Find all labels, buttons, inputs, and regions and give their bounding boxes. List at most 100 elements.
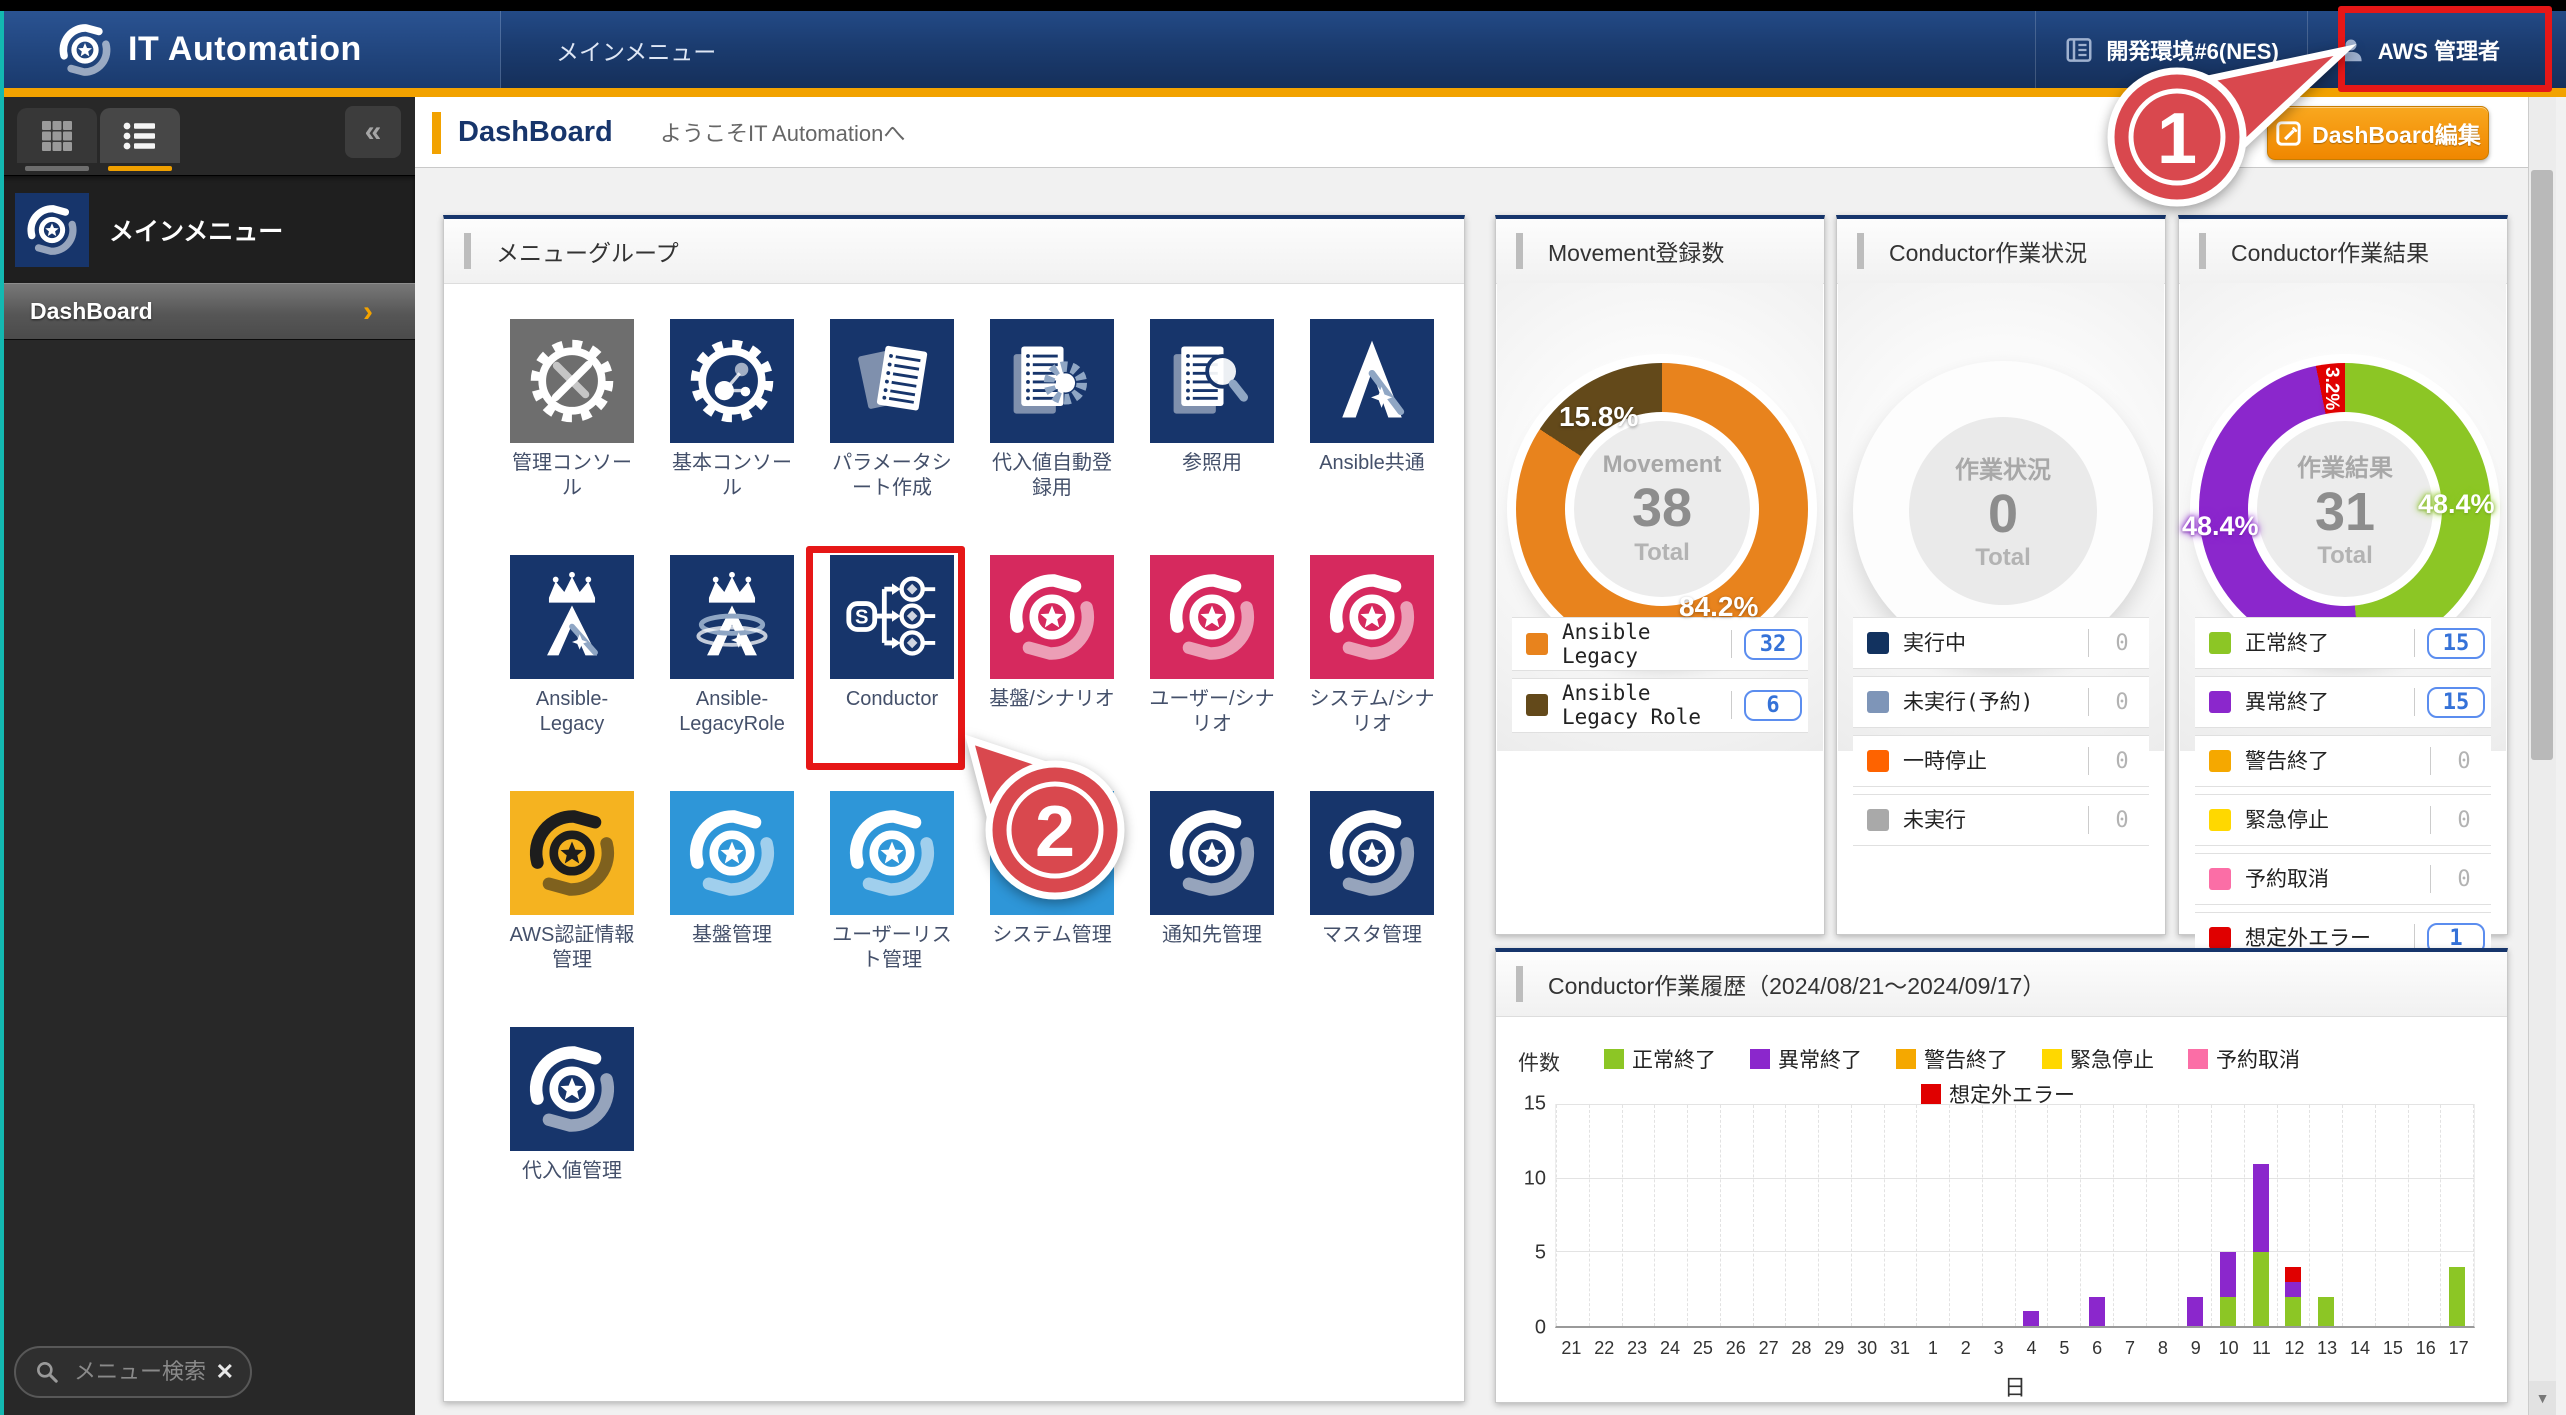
legend-count: 0: [2457, 866, 2471, 892]
bar-segment: [2219, 1252, 2236, 1297]
sidebar-tab-grid-view[interactable]: [17, 108, 97, 163]
legend-color-swatch: [1867, 632, 1889, 654]
menu-tile-17[interactable]: 通知先管理: [1132, 791, 1292, 1027]
x-axis-labels: 21 22 23 24 25 26 27 28 29 30 31 1 2 3 4 5 6 7 8 9 10 11 12 13 1…: [1555, 1338, 2475, 1359]
app-logo[interactable]: IT Automation: [0, 11, 501, 88]
sidebar-collapse-button[interactable]: «: [345, 106, 401, 158]
bar-segment: [2285, 1281, 2302, 1297]
sidebar: « メインメニュー DashBoard › ✕: [0, 97, 415, 1415]
status-donut-chart: 作業状況 0 Total: [1838, 283, 2164, 751]
legend-separator: [1731, 691, 1732, 720]
legend-row: 一時停止 0: [1853, 735, 2149, 787]
legend-color-swatch: [2209, 632, 2231, 654]
menu-tile-label: 代入値自動登録用: [992, 452, 1112, 499]
menu-tile-6[interactable]: Ansible共通: [1292, 319, 1452, 555]
ita-swirl-icon: [990, 791, 1114, 915]
bar-stack: [1860, 1105, 1876, 1326]
menu-tile-16[interactable]: システム管理: [972, 791, 1132, 1027]
legend-count[interactable]: 15: [2427, 627, 2485, 659]
history-legend-entry: 想定外エラー: [1921, 1079, 2075, 1109]
bar-column: [2145, 1105, 2179, 1326]
legend-label: 警告終了: [2245, 748, 2329, 773]
result-donut-chart: 作業結果 31 Total 48.4% 48.4% 3.2%: [2180, 283, 2506, 751]
legend-row: 実行中 0: [1853, 617, 2149, 669]
left-edge-accent: [0, 11, 4, 1415]
x-tick-label: 11: [2252, 1338, 2271, 1358]
menu-tile-19[interactable]: 代入値管理: [492, 1027, 652, 1263]
menu-tile-label: ユーザーリスト管理: [832, 924, 952, 971]
bar-segment: [2285, 1296, 2302, 1326]
menu-tile-10[interactable]: 基盤/シナリオ: [972, 555, 1132, 791]
menu-tile-3[interactable]: パラメータシート作成: [812, 319, 972, 555]
menu-tile-label: ユーザー/シナリオ: [1149, 688, 1275, 735]
legend-row: 未実行(予約) 0: [1853, 676, 2149, 728]
sidebar-item-dashboard[interactable]: DashBoard ›: [0, 283, 415, 340]
bar-segment: [2318, 1296, 2335, 1326]
legend-count: 0: [2115, 689, 2129, 715]
bar-column: [1916, 1105, 1949, 1326]
menu-tile-15[interactable]: ユーザーリスト管理: [812, 791, 972, 1027]
legend-separator: [2414, 924, 2415, 952]
panel-accent-bar: [464, 233, 471, 269]
menu-tile-12[interactable]: システム/シナリオ: [1292, 555, 1452, 791]
menu-tile-11[interactable]: ユーザー/シナリオ: [1132, 555, 1292, 791]
donut-center: 作業結果 31 Total: [2257, 421, 2433, 597]
history-legend-entry: 警告終了: [1896, 1044, 2008, 1074]
legend-row: Ansible Legacy Role 6: [1512, 678, 1808, 733]
legend-count[interactable]: 15: [2427, 686, 2485, 718]
donut-total-label: Total: [1634, 538, 1690, 566]
x-tick-label: 14: [2350, 1338, 2371, 1358]
sidebar-tab-list-view[interactable]: [100, 108, 180, 163]
menu-tile-9[interactable]: Conductor: [812, 555, 972, 791]
bar-stack: [2154, 1105, 2170, 1326]
legend-separator: [2088, 806, 2089, 834]
menu-tile-13[interactable]: AWS認証情報管理: [492, 791, 652, 1027]
scroll-down-button[interactable]: ▼: [2529, 1381, 2556, 1415]
menu-tile-2[interactable]: 基本コンソール: [652, 319, 812, 555]
slice-percent-label: 15.8%: [1559, 401, 1639, 432]
slice-percent-label: 84.2%: [1679, 591, 1759, 622]
main-menu-tile[interactable]: [15, 193, 89, 267]
legend-count[interactable]: 6: [1744, 689, 1802, 721]
menu-search-input[interactable]: [72, 1358, 216, 1386]
menu-tile-1[interactable]: 管理コンソール: [492, 319, 652, 555]
x-tick-label: 15: [2382, 1338, 2403, 1358]
bar-stack: [1696, 1105, 1712, 1326]
user-label: AWS 管理者: [2377, 38, 2500, 64]
legend-count: 0: [2457, 748, 2471, 774]
donut-total-value: 38: [1631, 478, 1693, 539]
history-legend-entry: 予約取消: [2188, 1044, 2300, 1074]
menu-tile-7[interactable]: Ansible-Legacy: [492, 555, 652, 791]
y-tick-label: 10: [1523, 1167, 1546, 1190]
doc-magnifier-icon: [1150, 319, 1274, 443]
menu-tile-label: システム/シナリオ: [1309, 688, 1435, 735]
dashboard-edit-button[interactable]: DashBoard編集: [2267, 106, 2489, 160]
environment-selector[interactable]: 開発環境#6(NES): [2035, 11, 2306, 88]
legend-count[interactable]: 32: [1744, 628, 1802, 660]
user-icon: [2336, 35, 2366, 65]
bar-stack: [1761, 1105, 1777, 1326]
user-menu[interactable]: AWS 管理者: [2306, 11, 2528, 88]
legend-row: 緊急停止 0: [2195, 794, 2491, 846]
scroll-down-icon: ▼: [2535, 1390, 2550, 1406]
donut-center: 作業状況 0 Total: [1909, 417, 2097, 605]
menu-tile-18[interactable]: マスタ管理: [1292, 791, 1452, 1027]
menu-tile-4[interactable]: 代入値自動登録用: [972, 319, 1132, 555]
menu-tile-5[interactable]: 参照用: [1132, 319, 1292, 555]
x-tick-label: 13: [2317, 1338, 2338, 1358]
ita-swirl-icon: [670, 791, 794, 915]
bar-stack: [1663, 1105, 1679, 1326]
environment-label: 開発環境#6(NES): [2106, 38, 2279, 64]
vertical-scrollbar[interactable]: ▼: [2528, 97, 2556, 1415]
menu-tile-label: 代入値管理: [522, 1160, 622, 1182]
scrollbar-thumb[interactable]: [2531, 170, 2553, 760]
menu-tile-8[interactable]: Ansible-LegacyRole: [652, 555, 812, 791]
bar-stack: [2122, 1105, 2138, 1326]
bar-column: [1621, 1105, 1655, 1326]
search-clear-button[interactable]: ✕: [215, 1359, 234, 1384]
ita-logo-icon: [56, 21, 114, 79]
menu-tile-14[interactable]: 基盤管理: [652, 791, 812, 1027]
menu-tile-label: Ansible-Legacy: [535, 688, 609, 735]
legend-label: 緊急停止: [2245, 807, 2329, 832]
x-tick-label: 21: [1561, 1338, 1582, 1358]
